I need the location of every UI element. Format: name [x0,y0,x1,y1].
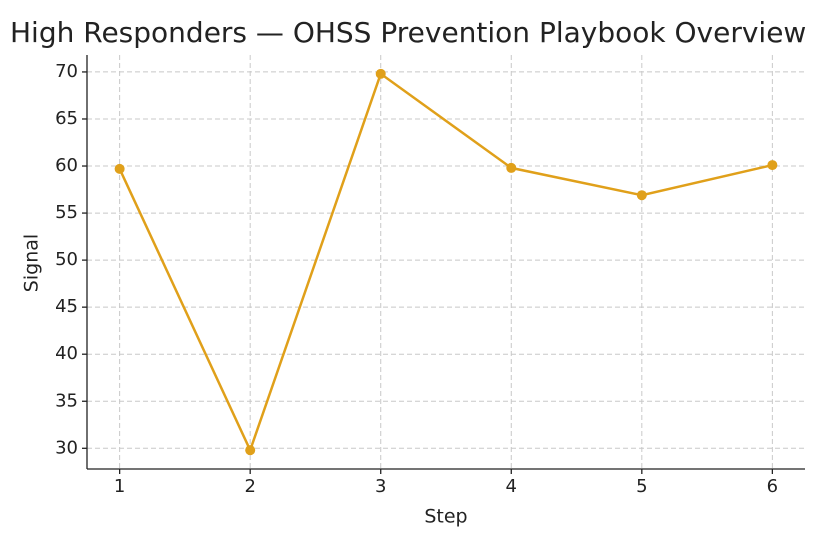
chart-title: High Responders — OHSS Prevention Playbo… [10,16,806,49]
y-tick-label: 55 [55,202,78,223]
y-tick-label: 70 [55,61,78,82]
point [375,68,386,79]
point [636,190,647,201]
x-tick-label: 6 [767,476,778,497]
point [506,162,517,173]
y-tick-label: 45 [55,296,78,317]
y-tick-label: 50 [55,249,78,270]
x-tick-label: 5 [636,476,647,497]
line [118,71,773,454]
x-tick-label: 2 [244,476,255,497]
point [767,160,778,171]
y-tick-label: 65 [55,108,78,129]
x-tick-label: 4 [506,476,517,497]
x-tick-label: 1 [114,476,125,497]
y-axis-label: Signal [21,234,43,292]
y-tick-label: 40 [55,343,78,364]
y-tick-label: 60 [55,155,78,176]
x-tick-label: 3 [375,476,386,497]
y-tick-label: 35 [55,390,78,411]
point [245,445,256,456]
point [114,163,125,174]
y-tick-label: 30 [55,437,78,458]
x-axis-label: Step [424,506,467,528]
